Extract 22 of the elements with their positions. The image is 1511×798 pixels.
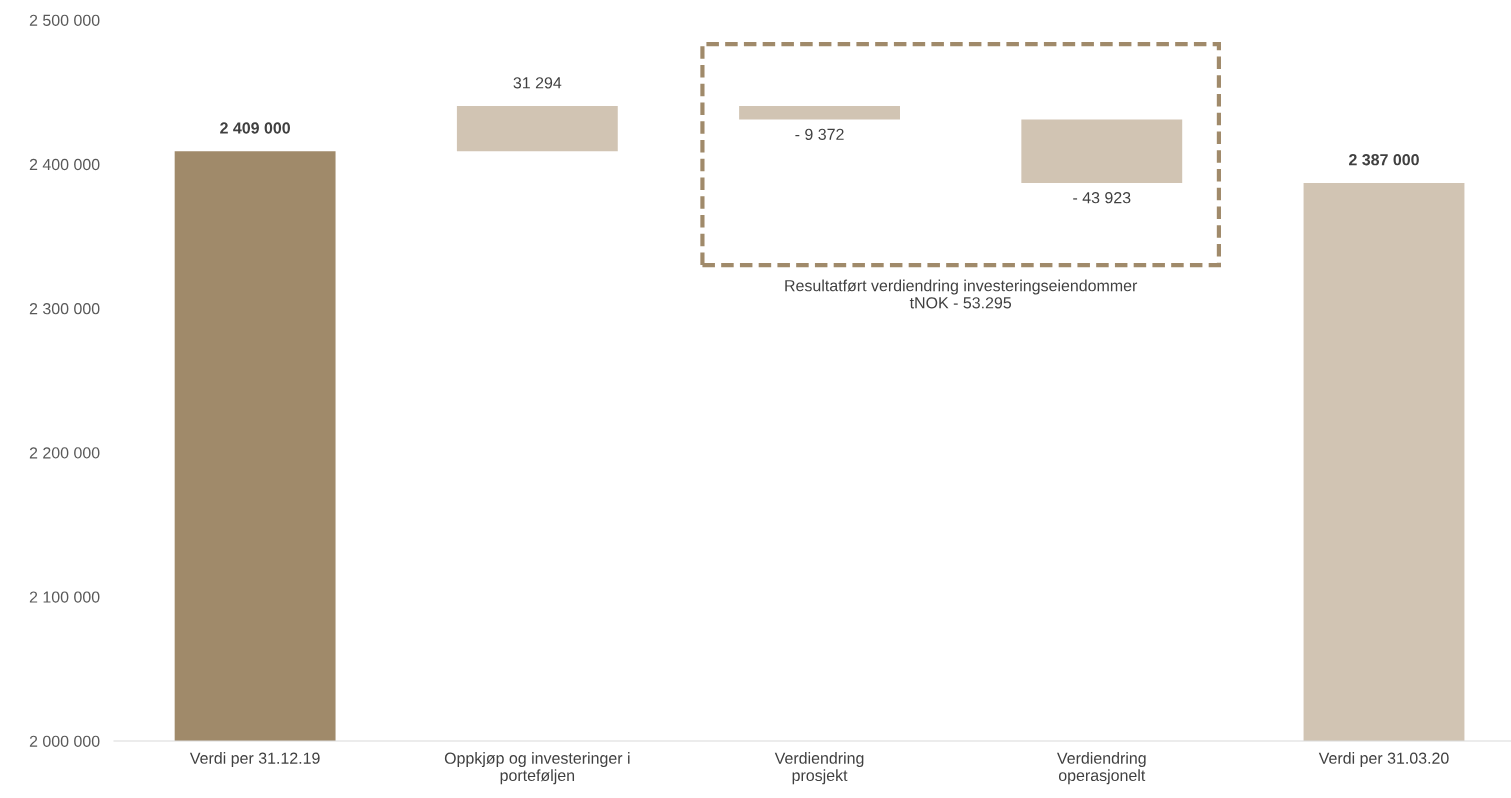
x-tick-label: Verdi per 31.03.20 bbox=[1318, 752, 1449, 767]
y-tick-label: 2 200 000 bbox=[29, 447, 100, 459]
y-tick-label: 2 400 000 bbox=[29, 158, 100, 171]
x-tick-label: Oppkjøp og investeringer i porteføljen bbox=[444, 752, 630, 785]
y-tick-label: 2 000 000 bbox=[29, 735, 100, 747]
y-tick-label: 2 300 000 bbox=[29, 303, 100, 315]
bar bbox=[1021, 119, 1183, 183]
data-label: - 43 923 bbox=[1073, 192, 1131, 204]
annotation: Resultatført verdiendring investeringseiendommer tNOK - 53.295 bbox=[785, 279, 1138, 309]
bar bbox=[456, 106, 618, 152]
bar bbox=[1303, 182, 1465, 741]
bar bbox=[739, 106, 900, 120]
bar bbox=[174, 151, 336, 741]
y-tick-label: 2 100 000 bbox=[29, 591, 100, 603]
x-tick-label: Verdi per 31.12.19 bbox=[189, 752, 320, 767]
data-label: 2 387 000 bbox=[1349, 154, 1419, 166]
x-tick-label: Verdiendring operasjonelt bbox=[1057, 752, 1146, 785]
data-label: 31 294 bbox=[513, 77, 562, 89]
y-tick-label: 2 500 000 bbox=[29, 14, 100, 26]
data-label: - 9 372 bbox=[795, 128, 844, 140]
data-label: 2 409 000 bbox=[220, 122, 290, 134]
x-tick-label: Verdiendring prosjekt bbox=[774, 752, 864, 785]
